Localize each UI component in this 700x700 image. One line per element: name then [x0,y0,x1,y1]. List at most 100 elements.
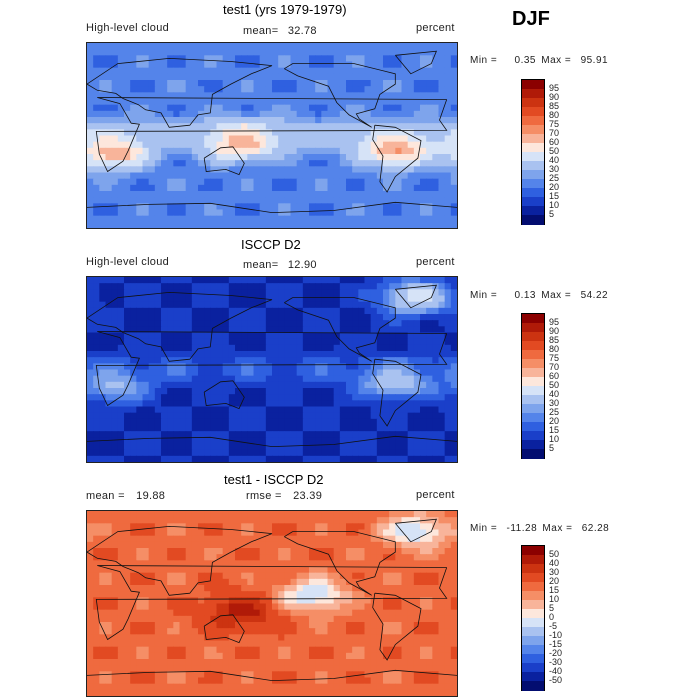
map-cell [327,147,335,155]
panel3-title: test1 - ISCCP D2 [224,472,324,487]
map-cell [142,406,150,414]
map-cell [327,412,335,420]
map-cell [420,535,427,543]
map-cell [407,529,415,537]
map-cell [247,517,255,524]
map-cell [401,344,409,352]
map-cell [450,517,457,524]
map-cell [253,307,261,315]
map-cell [346,615,353,623]
map-cell [148,184,156,192]
map-cell [247,61,255,69]
map-cell [426,104,433,112]
map-cell [161,375,168,383]
map-cell [309,406,316,414]
map-cell [241,80,248,87]
map-cell [358,110,366,118]
map-cell [253,92,261,100]
map-cell [358,529,366,537]
map-cell [413,289,421,297]
map-cell [222,351,230,358]
map-cell [167,277,174,284]
map-cell [241,357,248,364]
map-cell [222,394,230,401]
map-cell [241,197,248,204]
map-cell [395,511,403,518]
map-cell [173,154,181,161]
map-cell [87,117,94,124]
map-cell [278,123,285,130]
map-cell [247,597,255,605]
map-cell [358,622,366,629]
map-cell [444,160,452,167]
map-cell [228,640,236,648]
map-cell [99,184,107,192]
map-cell [284,394,292,401]
map-cell [309,375,316,383]
map-cell [136,388,144,395]
map-cell [247,541,255,549]
map-cell [358,412,366,420]
map-cell [222,529,230,537]
map-cell [352,160,359,167]
map-cell [395,160,403,167]
map-cell [148,628,156,635]
map-cell [124,277,131,284]
map-cell [161,129,168,137]
map-cell [259,338,267,346]
map-cell [432,277,440,284]
map-cell [204,585,211,592]
map-cell [185,609,193,617]
map-cell [432,338,440,346]
map-cell [111,123,119,130]
map-cell [346,92,353,100]
map-cell [420,351,427,358]
map-cell [154,615,162,623]
map-cell [210,295,218,303]
map-cell [444,628,452,635]
map-cell [278,277,285,284]
map-cell [210,314,218,321]
map-cell [142,535,150,543]
map-cell [432,566,440,574]
map-cell [450,535,457,543]
map-cell [247,455,255,462]
map-cell [124,517,131,524]
map-cell [167,326,174,334]
map-cell [142,277,150,284]
map-cell [401,117,409,124]
map-cell [339,443,347,451]
map-cell [179,221,187,228]
colorbar-tick-label: 30 [549,398,560,408]
map-cell [154,326,162,334]
map-cell [395,307,403,315]
map-cell [278,332,285,340]
map-cell [142,67,150,75]
map-cell [185,301,193,309]
map-cell [383,406,390,414]
map-cell [210,351,218,358]
map-cell [407,431,415,438]
map-cell [235,166,242,174]
map-cell [167,381,174,389]
map-cell [191,351,199,358]
map-cell [173,449,181,457]
map-cell [87,110,94,118]
map-cell [241,437,248,445]
map-cell [204,73,211,81]
map-cell [222,43,230,50]
map-cell [228,634,236,642]
map-cell [395,357,403,364]
map-cell [204,597,211,605]
map-cell [93,535,100,543]
map-cell [358,154,366,161]
map-cell [272,283,279,290]
map-cell [444,104,452,112]
map-cell [235,147,242,155]
map-cell [241,425,248,432]
map-cell [228,560,236,568]
map-cell [148,351,156,358]
map-cell [136,615,144,623]
map-cell [198,92,205,100]
map-cell [265,529,273,537]
